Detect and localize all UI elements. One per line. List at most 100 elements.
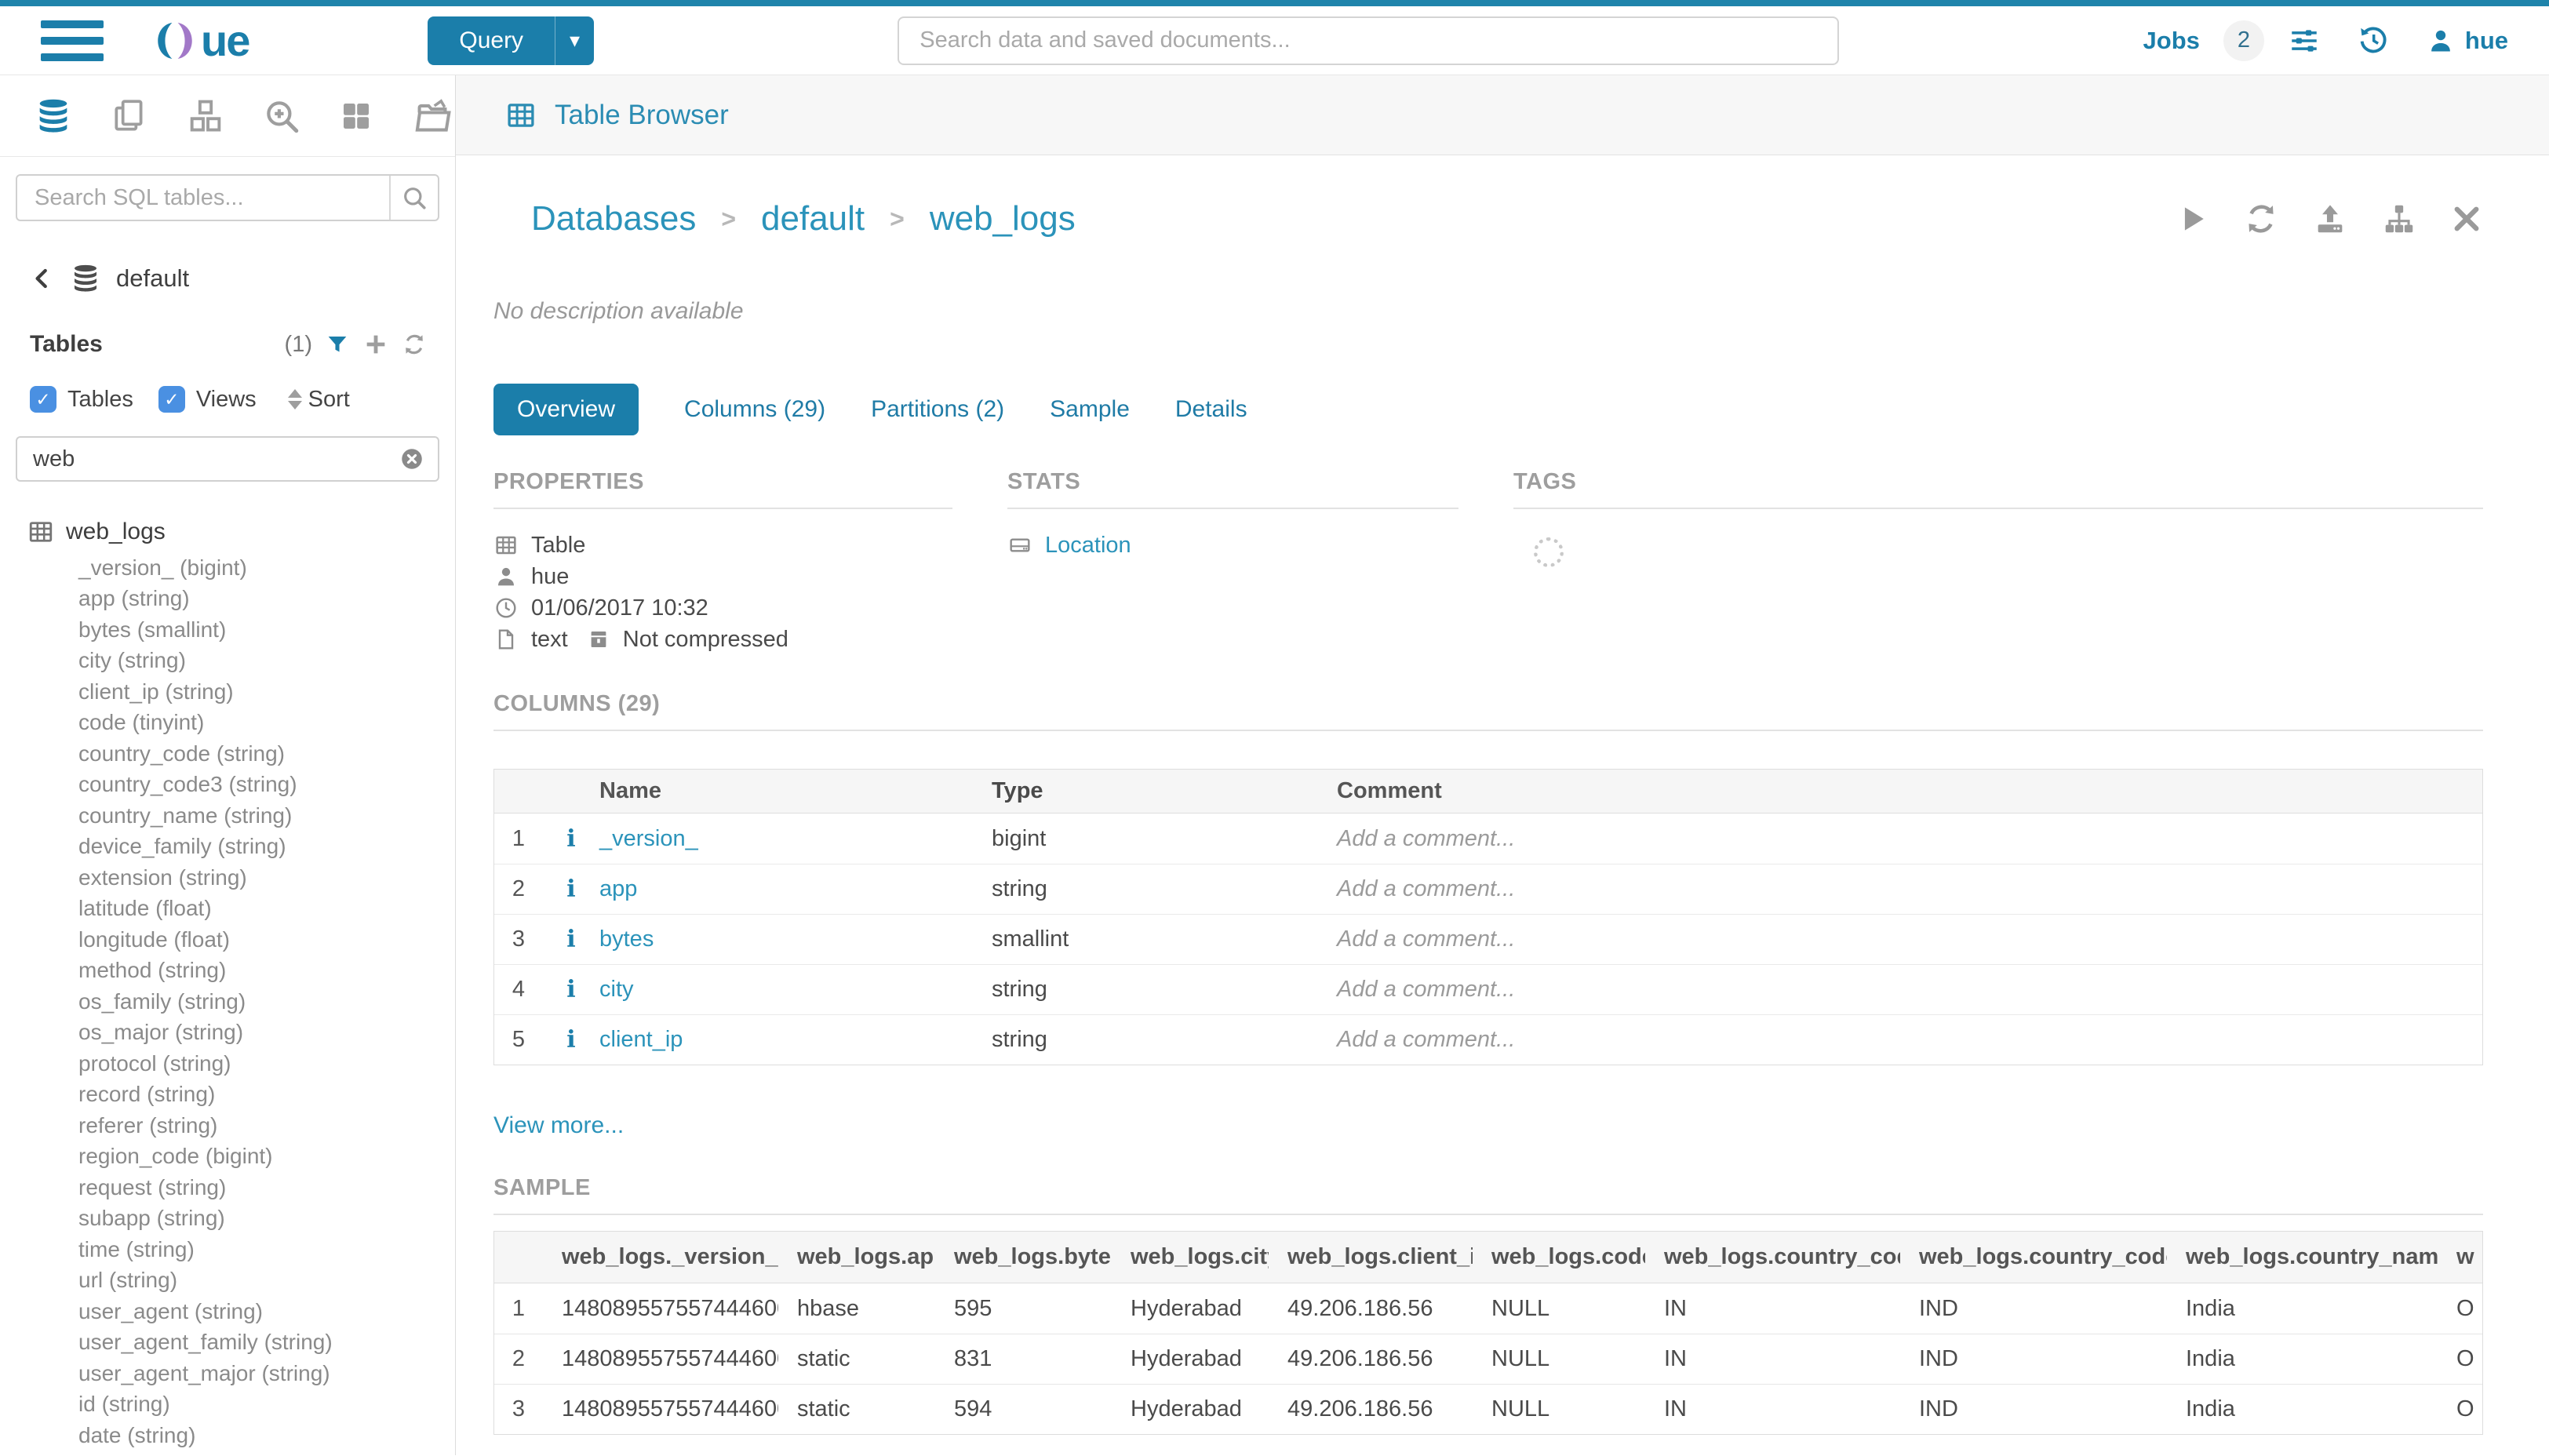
- tab-details[interactable]: Details: [1174, 396, 1247, 422]
- table-tree-name[interactable]: web_logs: [66, 519, 166, 544]
- info-icon[interactable]: i: [566, 824, 576, 853]
- sql-tables-search-input[interactable]: [17, 184, 389, 211]
- hue-logo[interactable]: ue: [152, 15, 250, 66]
- info-icon[interactable]: i: [566, 926, 576, 953]
- location-link[interactable]: Location: [1007, 530, 1458, 561]
- column-item[interactable]: region_code (bigint): [78, 1144, 273, 1169]
- query-button[interactable]: Query ▾: [428, 16, 595, 65]
- column-item[interactable]: record (string): [78, 1082, 216, 1107]
- column-name-link[interactable]: client_ip: [599, 1027, 683, 1052]
- zoom-in-icon[interactable]: [262, 96, 301, 136]
- folder-documents-icon[interactable]: [411, 95, 453, 137]
- tab-columns[interactable]: Columns (29): [684, 396, 826, 422]
- user-menu[interactable]: hue: [2426, 26, 2508, 56]
- comment-placeholder[interactable]: Add a comment...: [1337, 876, 1516, 901]
- column-item[interactable]: city (string): [78, 648, 186, 673]
- column-item[interactable]: method (string): [78, 958, 227, 983]
- tab-partitions[interactable]: Partitions (2): [871, 396, 1005, 422]
- column-item[interactable]: longitude (float): [78, 926, 231, 952]
- table-description[interactable]: No description available: [493, 298, 744, 324]
- tables-checkbox[interactable]: ✓: [30, 386, 56, 413]
- comment-placeholder[interactable]: Add a comment...: [1337, 926, 1516, 952]
- column-item[interactable]: user_agent (string): [78, 1298, 264, 1323]
- breadcrumb-databases[interactable]: Databases: [531, 199, 697, 238]
- sample-header: web_logs.app: [797, 1244, 935, 1269]
- cell-bytes: 595: [954, 1295, 992, 1321]
- history-icon[interactable]: [2357, 24, 2390, 57]
- column-item[interactable]: device_family (string): [78, 834, 286, 859]
- tab-sample[interactable]: Sample: [1050, 396, 1130, 422]
- info-icon[interactable]: i: [566, 1026, 576, 1054]
- column-item[interactable]: client_ip (string): [78, 679, 234, 704]
- column-item[interactable]: latitude (float): [78, 896, 212, 921]
- comment-placeholder[interactable]: Add a comment...: [1337, 825, 1516, 851]
- sql-assist-database-icon[interactable]: [33, 96, 74, 136]
- view-more-link[interactable]: View more...: [493, 1112, 625, 1138]
- apps-grid-icon[interactable]: [337, 97, 375, 135]
- column-name-link[interactable]: app: [599, 876, 638, 901]
- global-search-input[interactable]: [899, 27, 1838, 53]
- refresh-tables-icon[interactable]: [402, 332, 427, 357]
- cell-code: NULL: [1491, 1295, 1550, 1321]
- query-dropdown-caret[interactable]: ▾: [555, 16, 594, 65]
- column-item[interactable]: user_agent_major (string): [78, 1360, 330, 1385]
- column-name-link[interactable]: _version_: [599, 825, 698, 851]
- query-button-label[interactable]: Query: [459, 27, 524, 53]
- sort-control[interactable]: Sort: [287, 387, 350, 413]
- filter-funnel-icon[interactable]: [325, 332, 350, 357]
- comment-placeholder[interactable]: Add a comment...: [1337, 977, 1516, 1002]
- column-item[interactable]: user_agent_family (string): [78, 1330, 333, 1355]
- documents-icon[interactable]: [110, 96, 149, 136]
- info-icon[interactable]: i: [566, 875, 576, 903]
- table-filter-input[interactable]: [17, 446, 399, 472]
- comment-placeholder[interactable]: Add a comment...: [1337, 1027, 1516, 1052]
- column-item[interactable]: time (string): [78, 1236, 195, 1261]
- hamburger-menu-icon[interactable]: [41, 20, 104, 61]
- location-label[interactable]: Location: [1045, 532, 1131, 558]
- close-icon[interactable]: [2450, 202, 2483, 235]
- info-icon[interactable]: i: [566, 976, 576, 1003]
- column-item[interactable]: os_family (string): [78, 988, 246, 1014]
- column-name-link[interactable]: city: [599, 977, 634, 1002]
- column-item[interactable]: extension (string): [78, 864, 247, 890]
- import-upload-icon[interactable]: [2312, 201, 2348, 237]
- clear-filter-icon[interactable]: [399, 446, 425, 472]
- column-item[interactable]: request (string): [78, 1174, 227, 1199]
- column-item[interactable]: protocol (string): [78, 1050, 231, 1076]
- column-item[interactable]: code (tinyint): [78, 710, 205, 735]
- column-item[interactable]: country_code (string): [78, 741, 286, 766]
- sliders-icon[interactable]: [2288, 24, 2321, 57]
- row-number: 2: [512, 1346, 526, 1371]
- tab-overview[interactable]: Overview: [493, 384, 639, 435]
- column-item[interactable]: country_name (string): [78, 803, 293, 828]
- breadcrumb-table[interactable]: web_logs: [929, 199, 1076, 238]
- cell-code: NULL: [1491, 1346, 1550, 1371]
- column-item[interactable]: app (string): [78, 586, 190, 611]
- column-item[interactable]: subapp (string): [78, 1206, 225, 1231]
- jobs-count-badge[interactable]: 2: [2223, 20, 2264, 61]
- add-table-plus-icon[interactable]: [362, 331, 389, 358]
- column-item[interactable]: id (string): [78, 1392, 170, 1417]
- refresh-icon[interactable]: [2243, 201, 2279, 237]
- chevron-left-icon[interactable]: [30, 266, 55, 291]
- jobs-link[interactable]: Jobs: [2143, 26, 2200, 54]
- sidebar-search-button[interactable]: [389, 176, 438, 220]
- database-name[interactable]: default: [116, 264, 190, 292]
- column-item[interactable]: country_code3 (string): [78, 772, 297, 797]
- cell-client-ip: 49.206.186.56: [1287, 1346, 1433, 1371]
- column-name-link[interactable]: bytes: [599, 926, 654, 952]
- table-tree-item[interactable]: web_logs: [27, 518, 439, 546]
- column-item[interactable]: os_major (string): [78, 1020, 244, 1045]
- breadcrumb-database[interactable]: default: [761, 199, 865, 238]
- column-item[interactable]: referer (string): [78, 1112, 218, 1138]
- column-item[interactable]: url (string): [78, 1268, 178, 1293]
- lineage-sitemap-icon[interactable]: [2381, 201, 2417, 237]
- query-play-icon[interactable]: [2176, 202, 2210, 236]
- views-checkbox[interactable]: ✓: [158, 386, 185, 413]
- column-item[interactable]: _version_ (bigint): [78, 555, 247, 580]
- column-item[interactable]: bytes (smallint): [78, 617, 227, 642]
- cell-country-code: IN: [1664, 1396, 1687, 1421]
- column-item[interactable]: date (string): [78, 1422, 196, 1447]
- functions-cubes-icon[interactable]: [185, 96, 226, 136]
- database-back-row[interactable]: default: [30, 262, 439, 295]
